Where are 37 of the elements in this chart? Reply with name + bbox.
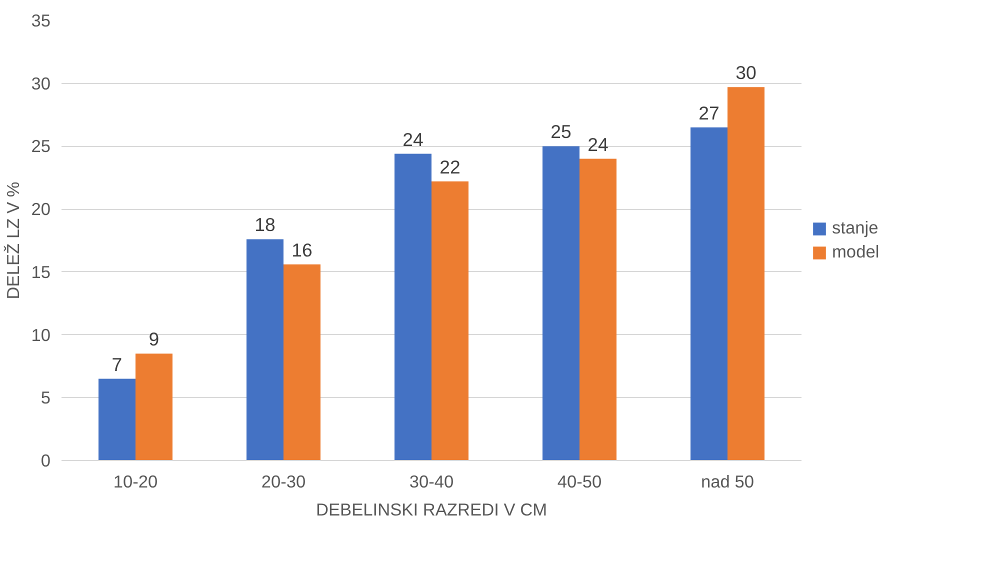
bar — [284, 264, 320, 460]
data-label: 22 — [440, 156, 460, 178]
data-label: 24 — [588, 134, 608, 155]
data-label: 30 — [736, 62, 756, 84]
data-label: 27 — [698, 102, 720, 124]
bar — [542, 146, 580, 460]
y-tick-label: 25 — [31, 136, 51, 156]
y-tick-label: 10 — [31, 324, 51, 345]
y-tick-label: 15 — [31, 262, 51, 282]
bar — [728, 87, 764, 460]
bar — [580, 158, 616, 460]
data-label: 7 — [112, 354, 122, 375]
bar — [246, 239, 284, 460]
bar — [690, 127, 728, 460]
y-tick-label: 20 — [31, 199, 51, 220]
bar — [394, 154, 432, 460]
x-tick-label: 10-20 — [113, 472, 158, 492]
y-tick-label: 35 — [31, 10, 51, 30]
data-label: 25 — [550, 121, 572, 142]
bar — [136, 354, 172, 460]
y-tick-label: 5 — [40, 388, 51, 408]
legend-label: stanje — [832, 218, 878, 238]
data-label: 16 — [292, 239, 312, 260]
y-tick-label: 0 — [40, 450, 51, 470]
y-axis-title: DELEŽ LZ V % — [3, 182, 24, 300]
bar — [98, 378, 136, 460]
x-tick-label: 20-30 — [261, 472, 306, 492]
x-tick-label: 40-50 — [557, 472, 602, 492]
x-tick-label: nad 50 — [701, 472, 754, 492]
data-label: 9 — [148, 328, 160, 350]
data-label: 24 — [402, 128, 424, 150]
data-label: 18 — [254, 214, 276, 236]
x-tick-label: 30-40 — [409, 472, 454, 492]
bar — [432, 181, 468, 460]
y-tick-label: 30 — [31, 73, 51, 94]
legend-label: model — [832, 242, 880, 262]
x-axis-title: DEBELINSKI RAZREDI V CM — [316, 500, 548, 520]
